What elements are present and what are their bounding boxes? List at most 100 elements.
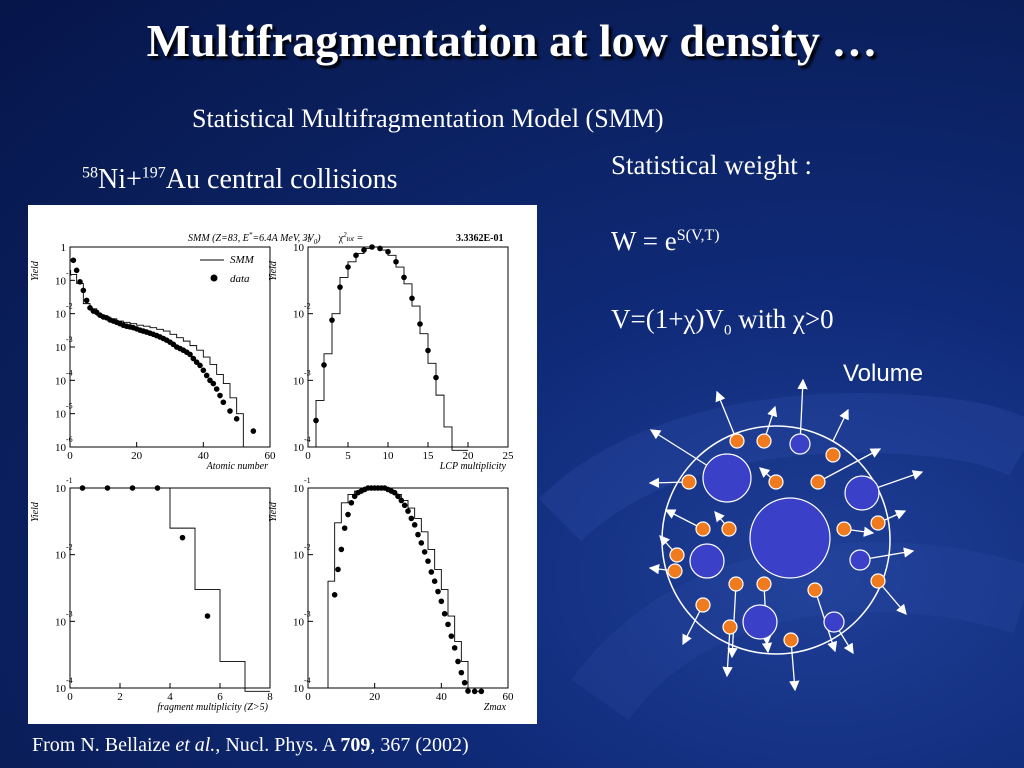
x-tick-label: 10 — [383, 450, 395, 462]
data-point — [179, 534, 186, 541]
y-tick-exponent: -1 — [304, 235, 311, 244]
x-tick-label: 0 — [305, 450, 311, 462]
weight-formula-base: W = e — [611, 226, 677, 256]
data-point — [428, 569, 435, 575]
data-point — [445, 621, 451, 628]
y-tick-exponent: -1 — [66, 476, 73, 485]
data-point — [415, 531, 421, 538]
data-point — [438, 598, 445, 605]
fragment-large — [789, 433, 811, 455]
y-tick-label: 10 — [55, 683, 67, 695]
y-tick-exponent: -6 — [66, 435, 73, 444]
light-particle — [756, 433, 772, 449]
citation-mid: Nucl. Phys. A — [220, 734, 341, 756]
velocity-arrow — [817, 448, 882, 483]
data-point — [348, 499, 355, 506]
small-particles — [667, 433, 886, 648]
data-point — [441, 610, 448, 617]
x-axis-label: Atomic number — [206, 461, 268, 472]
data-point — [345, 511, 351, 518]
light-particle — [728, 576, 744, 592]
data-point — [418, 540, 425, 546]
fragment-large — [689, 543, 725, 579]
x-tick-label: 0 — [305, 691, 311, 703]
slide-title: Multifragmentation at low density … — [146, 15, 878, 66]
y-tick-label: 10 — [55, 442, 67, 454]
smm-histogram — [321, 487, 482, 692]
data-point — [341, 525, 348, 531]
figure-svg: SMM (Z=83, E*=6.4A MeV, 3V0) χ2tot = 3.33… — [30, 231, 514, 713]
y-tick-exponent: -1 — [304, 476, 311, 485]
x-axis-label: fragment multiplicity (Z>5) — [157, 702, 268, 713]
light-particle — [807, 582, 823, 598]
y-tick-label: 10 — [293, 309, 305, 321]
data-point — [70, 257, 77, 264]
fragment-large — [742, 604, 778, 640]
y-tick-label: 1 — [61, 242, 67, 254]
velocity-arrow — [832, 408, 849, 442]
data-point — [421, 549, 428, 555]
vf-chi2: χ — [792, 304, 805, 334]
citation-italic: et al., — [175, 734, 221, 756]
x-tick-label: 25 — [503, 450, 515, 462]
y-axis-label: Yield — [30, 501, 41, 522]
data-point — [478, 688, 485, 695]
light-particle — [722, 619, 738, 635]
x-tick-label: 20 — [463, 450, 475, 462]
y-tick-exponent: -1 — [66, 268, 73, 277]
citation-post: , 367 (2002) — [370, 734, 469, 756]
y-tick-exponent: -2 — [304, 302, 311, 311]
data-point — [395, 493, 401, 500]
y-tick-label: 10 — [293, 242, 305, 254]
data-point — [405, 508, 411, 514]
data-point — [331, 592, 338, 598]
y-tick-exponent: -2 — [66, 543, 73, 552]
data-point — [465, 688, 471, 694]
legend-data-marker — [210, 274, 218, 282]
ni-symbol: Ni+ — [98, 164, 142, 195]
vf-chi: χ — [683, 304, 696, 334]
y-tick-label: 10 — [55, 409, 67, 421]
x-tick-label: 0 — [67, 450, 73, 462]
light-particle — [783, 632, 799, 648]
y-tick-label: 10 — [55, 309, 67, 321]
chi2-value: 3.3362E-01 — [456, 233, 504, 244]
data-point — [220, 399, 227, 406]
legend-data-label: data — [230, 273, 250, 285]
fragment-large — [823, 611, 845, 633]
x-tick-label: 5 — [345, 450, 351, 462]
legend-smm-label: SMM — [230, 254, 255, 266]
light-particle — [695, 521, 711, 537]
data-point — [455, 658, 461, 665]
y-tick-exponent: -3 — [66, 335, 73, 344]
y-axis-label: Yield — [268, 260, 279, 281]
x-tick-label: 60 — [503, 691, 515, 703]
light-particle — [810, 474, 826, 490]
data-point — [213, 386, 220, 392]
y-tick-exponent: -5 — [66, 402, 73, 411]
y-tick-label: 10 — [55, 550, 67, 562]
light-particle — [836, 521, 852, 537]
x-tick-label: 40 — [198, 450, 210, 462]
y-tick-exponent: -4 — [66, 676, 73, 685]
weight-formula: W = eS(V,T) — [611, 226, 720, 257]
vf-sub: 0 — [723, 322, 732, 339]
light-particle — [721, 521, 737, 537]
data-point — [431, 578, 438, 584]
data-point — [435, 588, 441, 595]
volume-formula: V=(1+χ)V0 with χ>0 — [611, 304, 834, 339]
data-point — [73, 267, 80, 274]
data-point — [203, 372, 210, 379]
panel-frame — [307, 246, 509, 448]
statistical-weight-label: Statistical weight : — [611, 150, 812, 180]
freeze-out-volume-circle — [661, 425, 891, 655]
y-tick-label: 10 — [293, 442, 305, 454]
velocity-arrow — [789, 639, 800, 692]
vf-mid: )V — [695, 304, 724, 334]
citation: From N. Bellaize et al., Nucl. Phys. A 7… — [32, 734, 469, 757]
citation-volume: 709 — [340, 734, 371, 756]
y-tick-label: 10 — [293, 483, 305, 495]
